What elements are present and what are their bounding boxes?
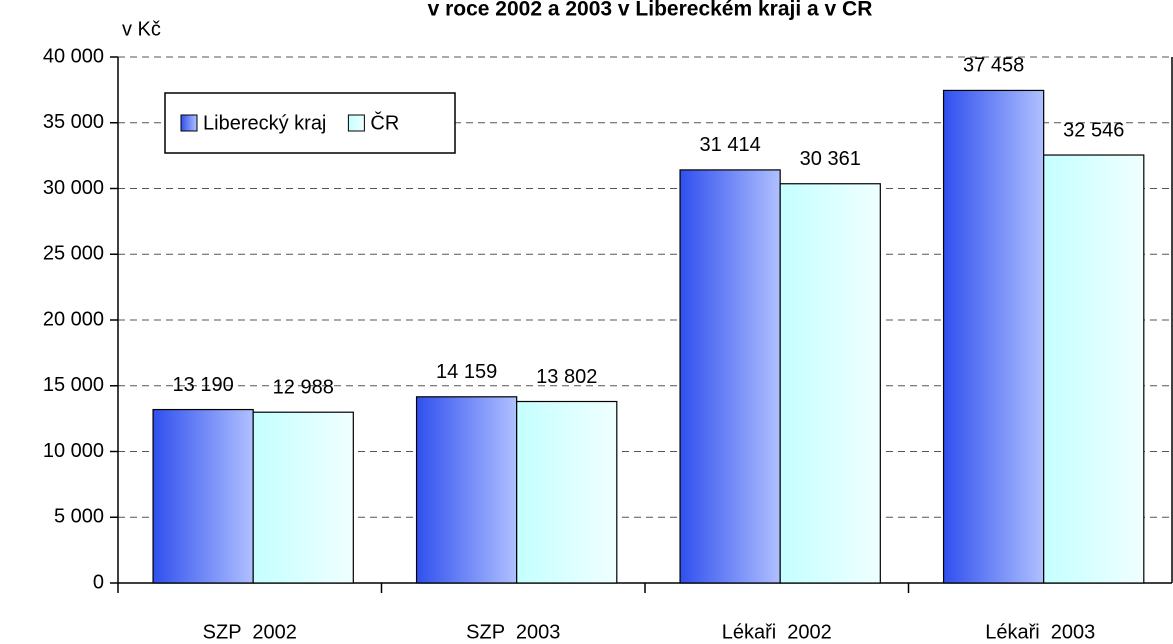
chart-title: v roce 2002 a 2003 v Libereckém kraji a … (428, 0, 873, 21)
data-label: 13 190 (173, 374, 234, 396)
bar (252, 411, 354, 584)
data-label: 32 546 (1063, 119, 1124, 141)
y-tick-label: 20 000 (43, 308, 104, 330)
data-label: 12 988 (273, 376, 334, 398)
y-tick-label: 25 000 (43, 243, 104, 265)
data-label: 13 802 (536, 366, 597, 388)
bar (942, 89, 1045, 584)
y-axis-label: v Kč (122, 18, 161, 40)
y-tick-label: 15 000 (43, 374, 104, 396)
data-label: 31 414 (700, 134, 761, 156)
y-tick-label: 35 000 (43, 111, 104, 133)
y-tick-label: 30 000 (43, 177, 104, 199)
bar (1043, 154, 1145, 584)
x-tick-label: Lékaři 2003 (985, 621, 1095, 643)
legend-swatch (347, 114, 365, 132)
legend-box (164, 92, 456, 154)
bar (152, 408, 254, 584)
y-tick-label: 10 000 (43, 440, 104, 462)
x-tick-label: Lékaři 2002 (722, 621, 832, 643)
y-tick-label: 0 (93, 571, 104, 593)
bar (415, 396, 518, 584)
bar (516, 400, 618, 584)
legend-swatch (180, 114, 198, 132)
bar (779, 183, 881, 584)
x-tick-label: SZP 2003 (466, 621, 560, 643)
data-label: 14 159 (436, 361, 497, 383)
legend-label: Liberecký kraj (203, 112, 326, 134)
data-label: 37 458 (963, 55, 1024, 77)
y-tick-label: 5 000 (54, 506, 104, 528)
bar (679, 169, 781, 584)
y-tick-label: 40 000 (43, 45, 104, 67)
data-label: 30 361 (800, 148, 861, 170)
x-tick-label: SZP 2002 (203, 621, 297, 643)
legend-label: ČR (370, 111, 399, 134)
